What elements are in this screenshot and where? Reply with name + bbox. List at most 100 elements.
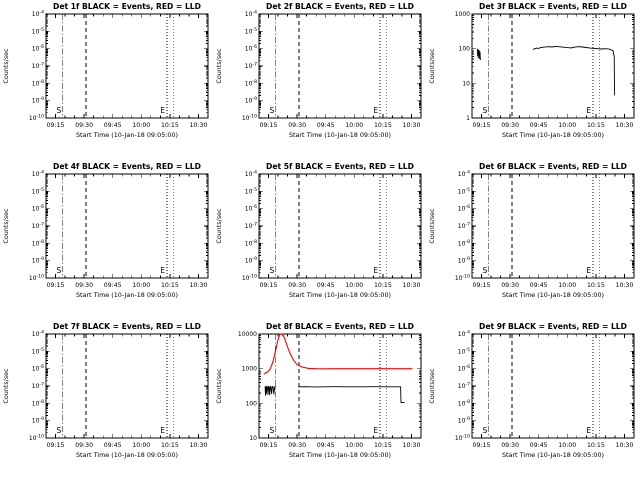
- svg-text:1000: 1000: [242, 366, 257, 373]
- svg-text:10-6: 10-6: [32, 364, 44, 373]
- svg-text:10:15: 10:15: [587, 282, 605, 289]
- svg-text:09:30: 09:30: [75, 442, 93, 449]
- chart-panel-det-3f: Det 3f BLACK = Events, RED = LLD 1 10 100 10…: [426, 0, 640, 160]
- svg-text:10-6: 10-6: [245, 44, 257, 53]
- svg-text:E: E: [160, 426, 165, 435]
- svg-text:10000: 10000: [238, 331, 257, 338]
- det-4f-lightcurve-chart: Det 4f BLACK = Events, RED = LLD 10-10 10-…: [2, 162, 209, 299]
- svg-text:Start Time (10-Jan-18 09:05:00: Start Time (10-Jan-18 09:05:00): [76, 291, 178, 299]
- svg-text:10-10: 10-10: [455, 434, 470, 443]
- svg-text:10-6: 10-6: [458, 204, 470, 213]
- svg-text:10-7: 10-7: [245, 62, 257, 71]
- svg-text:09:15: 09:15: [260, 442, 278, 449]
- svg-text:10-6: 10-6: [458, 364, 470, 373]
- svg-text:10-9: 10-9: [32, 416, 44, 425]
- svg-text:10:00: 10:00: [132, 122, 150, 129]
- svg-text:10:30: 10:30: [616, 442, 634, 449]
- svg-text:Start Time (10-Jan-18 09:05:00: Start Time (10-Jan-18 09:05:00): [289, 131, 391, 139]
- det-9f-lightcurve-chart: Det 9f BLACK = Events, RED = LLD 10-10 10-…: [428, 322, 635, 459]
- svg-text:Counts/sec: Counts/sec: [428, 48, 436, 84]
- svg-text:100: 100: [246, 400, 258, 407]
- svg-text:09:30: 09:30: [75, 282, 93, 289]
- svg-text:100: 100: [459, 46, 471, 53]
- svg-text:S: S: [269, 266, 274, 275]
- svg-text:Det 6f BLACK = Events, RED = L: Det 6f BLACK = Events, RED = LLD: [479, 162, 627, 171]
- det-6f-lightcurve-chart: Det 6f BLACK = Events, RED = LLD 10-10 10-…: [428, 162, 635, 299]
- svg-text:10-5: 10-5: [32, 187, 44, 196]
- svg-text:1000: 1000: [455, 11, 470, 18]
- svg-text:10:15: 10:15: [374, 122, 392, 129]
- chart-panel-det-1f: Det 1f BLACK = Events, RED = LLD 10-10 10-…: [0, 0, 213, 160]
- svg-text:10:00: 10:00: [345, 442, 363, 449]
- det-1f-lightcurve-chart: Det 1f BLACK = Events, RED = LLD 10-10 10-…: [2, 2, 209, 139]
- svg-text:10:00: 10:00: [132, 282, 150, 289]
- svg-text:Det 3f BLACK = Events, RED = L: Det 3f BLACK = Events, RED = LLD: [479, 2, 627, 11]
- svg-text:E: E: [160, 106, 165, 115]
- svg-text:09:45: 09:45: [104, 122, 122, 129]
- chart-panel-det-6f: Det 6f BLACK = Events, RED = LLD 10-10 10-…: [426, 160, 640, 320]
- svg-text:10-8: 10-8: [32, 399, 44, 408]
- svg-text:09:30: 09:30: [288, 442, 306, 449]
- svg-text:Det 2f BLACK = Events, RED = L: Det 2f BLACK = Events, RED = LLD: [266, 2, 414, 11]
- svg-text:10-10: 10-10: [242, 114, 257, 123]
- svg-text:S: S: [482, 106, 487, 115]
- svg-text:10-6: 10-6: [32, 44, 44, 53]
- chart-panel-det-7f: Det 7f BLACK = Events, RED = LLD 10-10 10-…: [0, 320, 213, 480]
- svg-text:Counts/sec: Counts/sec: [2, 48, 10, 84]
- svg-text:10-8: 10-8: [32, 239, 44, 248]
- svg-text:S: S: [482, 266, 487, 275]
- svg-text:09:30: 09:30: [288, 122, 306, 129]
- svg-text:10-4: 10-4: [32, 170, 44, 179]
- svg-text:Start Time (10-Jan-18 09:05:00: Start Time (10-Jan-18 09:05:00): [289, 291, 391, 299]
- svg-text:10-9: 10-9: [458, 256, 470, 265]
- svg-text:10: 10: [249, 435, 257, 442]
- chart-panel-det-8f: Det 8f BLACK = Events, RED = LLD 10 100 100…: [213, 320, 426, 480]
- svg-text:Counts/sec: Counts/sec: [428, 368, 436, 404]
- svg-text:10:15: 10:15: [374, 442, 392, 449]
- svg-text:10:00: 10:00: [345, 122, 363, 129]
- svg-text:09:45: 09:45: [104, 442, 122, 449]
- svg-text:S: S: [56, 266, 61, 275]
- svg-text:10:30: 10:30: [403, 122, 421, 129]
- svg-text:10-4: 10-4: [32, 10, 44, 19]
- svg-text:10:30: 10:30: [403, 282, 421, 289]
- svg-text:10-6: 10-6: [32, 204, 44, 213]
- svg-text:10:30: 10:30: [616, 122, 634, 129]
- svg-text:10-5: 10-5: [245, 187, 257, 196]
- svg-text:10-4: 10-4: [458, 330, 470, 339]
- svg-text:E: E: [586, 266, 591, 275]
- svg-text:Det 4f BLACK = Events, RED = L: Det 4f BLACK = Events, RED = LLD: [53, 162, 201, 171]
- svg-text:10-10: 10-10: [455, 274, 470, 283]
- svg-text:Counts/sec: Counts/sec: [2, 208, 10, 244]
- svg-text:10-7: 10-7: [32, 222, 44, 231]
- svg-text:10:15: 10:15: [161, 282, 179, 289]
- svg-text:09:30: 09:30: [501, 122, 519, 129]
- svg-text:10-6: 10-6: [245, 204, 257, 213]
- svg-text:10:15: 10:15: [587, 442, 605, 449]
- svg-text:Start Time (10-Jan-18 09:05:00: Start Time (10-Jan-18 09:05:00): [289, 451, 391, 459]
- svg-text:10-10: 10-10: [29, 434, 44, 443]
- svg-text:10:15: 10:15: [161, 442, 179, 449]
- det-7f-lightcurve-chart: Det 7f BLACK = Events, RED = LLD 10-10 10-…: [2, 322, 209, 459]
- svg-text:09:15: 09:15: [47, 122, 65, 129]
- svg-text:Det 1f BLACK = Events, RED = L: Det 1f BLACK = Events, RED = LLD: [53, 2, 201, 11]
- svg-text:10-5: 10-5: [32, 27, 44, 36]
- svg-text:10-9: 10-9: [245, 96, 257, 105]
- chart-panel-det-2f: Det 2f BLACK = Events, RED = LLD 10-10 10-…: [213, 0, 426, 160]
- svg-text:Start Time (10-Jan-18 09:05:00: Start Time (10-Jan-18 09:05:00): [76, 131, 178, 139]
- svg-text:09:15: 09:15: [473, 122, 491, 129]
- svg-text:09:45: 09:45: [530, 282, 548, 289]
- svg-text:Counts/sec: Counts/sec: [2, 368, 10, 404]
- svg-text:E: E: [373, 106, 378, 115]
- svg-text:09:30: 09:30: [501, 442, 519, 449]
- svg-text:10-8: 10-8: [458, 399, 470, 408]
- svg-text:09:45: 09:45: [317, 122, 335, 129]
- svg-text:10-7: 10-7: [32, 62, 44, 71]
- svg-text:09:30: 09:30: [288, 282, 306, 289]
- svg-text:10:00: 10:00: [345, 282, 363, 289]
- svg-text:10:30: 10:30: [616, 282, 634, 289]
- svg-text:09:45: 09:45: [530, 442, 548, 449]
- svg-text:10-4: 10-4: [245, 10, 257, 19]
- svg-text:S: S: [269, 426, 274, 435]
